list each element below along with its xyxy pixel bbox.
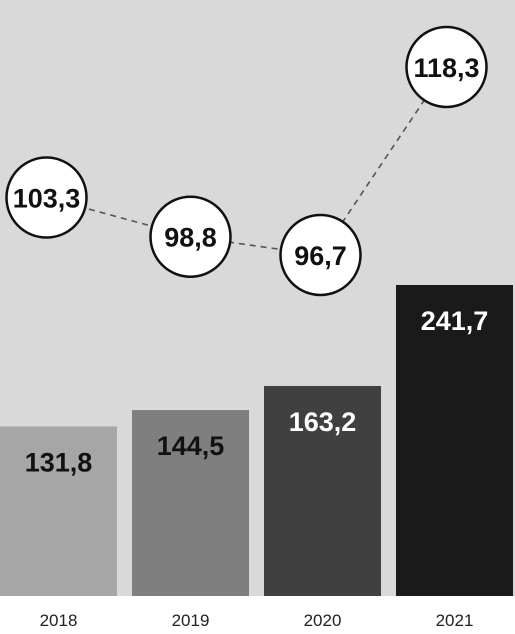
bar-2020: [264, 386, 381, 596]
line-point-2019: [149, 195, 232, 278]
bar-value-label-2021: 241,7: [421, 306, 489, 336]
bar-value-label-2018: 131,8: [25, 447, 93, 477]
line-value-label-2021: 118,3: [413, 53, 479, 83]
bubbles-layer: 103,3 98,8 96,7 118,3: [5, 25, 488, 297]
bar-value-label-2019: 144,5: [157, 431, 225, 461]
line-value-label-2019: 98,8: [164, 223, 217, 253]
axis-strip: [0, 596, 515, 634]
bar-2018: [0, 426, 117, 596]
line-point-2021: [405, 25, 488, 109]
line-value-label-2018: 103,3: [13, 184, 81, 214]
line-value-label-2020: 96,7: [294, 241, 347, 271]
line-series-connector: [46, 66, 448, 256]
bar-2019: [132, 410, 249, 596]
line-point-2018: [5, 156, 88, 239]
x-tick-label-2021: 2021: [436, 611, 474, 630]
bar-2021: [396, 285, 513, 596]
bars-layer: 131,8 144,5 163,2 241,7: [0, 285, 513, 596]
x-tick-label-2018: 2018: [40, 611, 78, 630]
bar-value-label-2020: 163,2: [289, 407, 357, 437]
x-tick-label-2020: 2020: [304, 611, 342, 630]
line-layer: [46, 66, 448, 256]
x-tick-label-2019: 2019: [172, 611, 210, 630]
line-point-2020: [279, 213, 362, 297]
x-axis-ticks: 2018 2019 2020 2021: [40, 611, 474, 630]
